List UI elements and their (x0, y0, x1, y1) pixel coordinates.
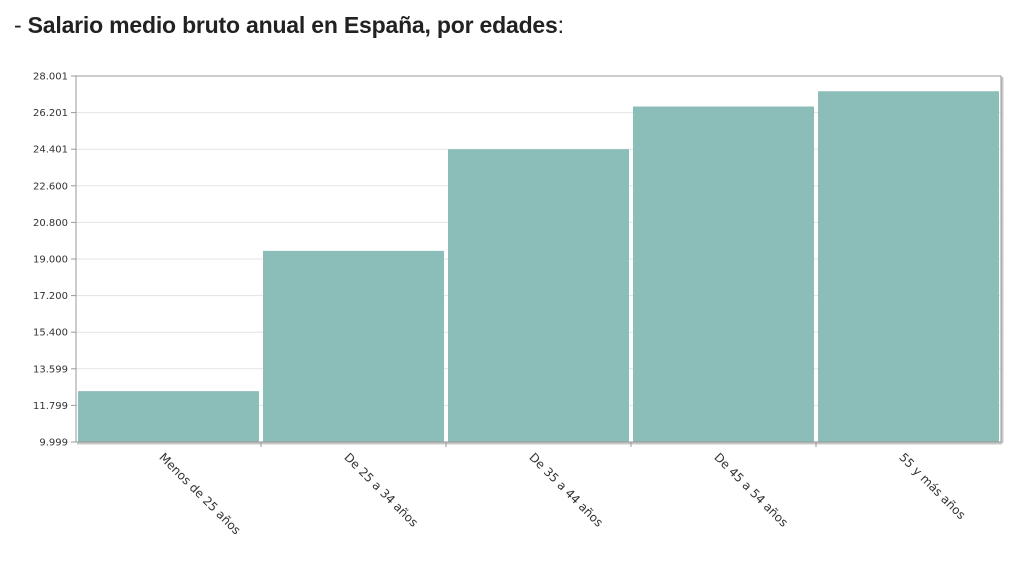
y-tick-label: 13.599 (33, 364, 68, 375)
x-category-label: De 25 a 34 años (341, 450, 420, 529)
y-tick-label: 17.200 (33, 291, 68, 302)
x-category-label: 55 y más años (896, 450, 968, 522)
bar (263, 250, 444, 442)
x-category-label: De 35 a 44 años (526, 450, 605, 529)
x-category-label: De 45 a 54 años (711, 450, 790, 529)
y-tick-label: 24.401 (33, 145, 68, 156)
y-tick-label: 11.799 (33, 401, 68, 412)
y-tick-label: 9.999 (39, 438, 68, 449)
y-tick-label: 19.000 (33, 255, 68, 266)
y-tick-label: 15.400 (33, 328, 68, 339)
bar (78, 391, 259, 442)
y-tick-label: 22.600 (33, 181, 68, 192)
bar (633, 106, 814, 443)
y-tick-label: 20.800 (33, 218, 68, 229)
x-category-label: Menos de 25 años (156, 450, 243, 537)
page-heading: - Salario medio bruto anual en España, p… (14, 12, 564, 39)
heading-suffix: : (557, 12, 564, 38)
bar (448, 149, 629, 442)
heading-prefix: - (14, 12, 28, 38)
y-tick-label: 28.001 (33, 72, 68, 83)
plot-frame (75, 75, 1002, 443)
y-tick-label: 26.201 (33, 108, 68, 119)
bar (818, 91, 999, 442)
heading-title: Salario medio bruto anual en España, por… (27, 12, 558, 38)
